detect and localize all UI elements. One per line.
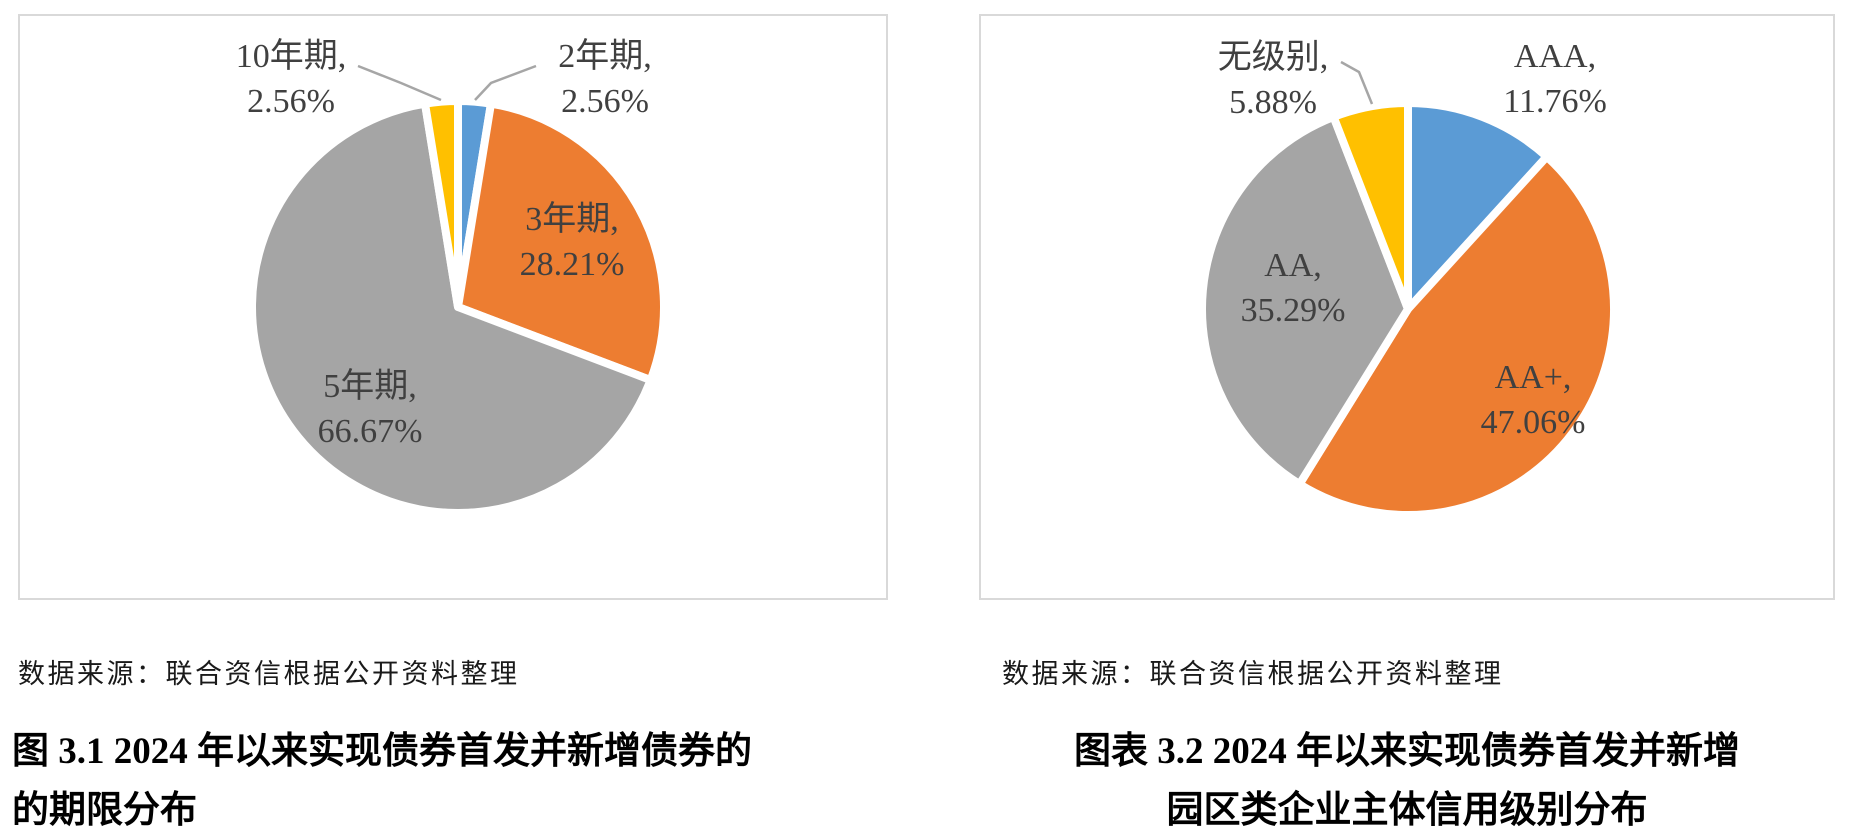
pie-label-norating-value: 5.88% <box>1229 84 1317 121</box>
pie-label-5year-value: 66.67% <box>317 413 423 450</box>
pie-label-aaplus-name: AA+, <box>1494 359 1572 396</box>
pie-label-10year-value: 2.56% <box>247 83 335 120</box>
pie-slice-1 <box>454 99 668 385</box>
leader-line-norating <box>1340 60 1374 105</box>
caption-right-line2: 园区类企业主体信用级别分布 <box>1166 790 1648 831</box>
source-note-left: 数据来源：联合资信根据公开资料整理 <box>18 659 520 689</box>
pie-slice-1 <box>1295 152 1618 519</box>
pie-chart-panel-maturity: 10年期, 2.56% 2年期, 2.56% 3年期, 28.21% 5年期, … <box>18 14 888 600</box>
pie-label-aaplus: AA+, 47.06% <box>1481 355 1586 445</box>
pie-label-5year-name: 5年期, <box>323 368 417 405</box>
pie-label-3year-name: 3年期, <box>525 201 619 238</box>
caption-left-line2: 的期限分布 <box>12 790 197 831</box>
pie-label-aa-value: 35.29% <box>1240 292 1346 329</box>
caption-left: 图 3.1 2024 年以来实现债券首发并新增债券的 的期限分布 <box>12 722 942 840</box>
pie-slice-2 <box>1198 112 1412 489</box>
pie-label-3year: 3年期, 28.21% <box>520 197 625 287</box>
caption-right: 图表 3.2 2024 年以来实现债券首发并新增 园区类企业主体信用级别分布 <box>979 722 1835 840</box>
source-note-right: 数据来源：联合资信根据公开资料整理 <box>1002 659 1504 689</box>
pie-slice-2 <box>248 99 655 517</box>
pie-label-norating: 无级别, 5.88% <box>1218 35 1329 125</box>
pie-label-norating-name: 无级别, <box>1217 39 1329 76</box>
pie-chart-panel-rating: 无级别, 5.88% AAA, 11.76% AA, 35.29% AA+, 4… <box>979 14 1835 600</box>
pie-slice-3 <box>1329 99 1412 313</box>
pie-slice-3 <box>421 97 462 311</box>
pie-label-3year-value: 28.21% <box>519 246 625 283</box>
pie-label-aaa: AAA, 11.76% <box>1503 34 1607 124</box>
caption-left-line1: 图 3.1 2024 年以来实现债券首发并新增债券的 <box>12 731 752 772</box>
pie-label-10year: 10年期, 2.56% <box>236 34 347 124</box>
pie-label-aaa-value: 11.76% <box>1503 83 1607 120</box>
pie-slices-group <box>1198 99 1618 519</box>
pie-label-aa-name: AA, <box>1264 247 1322 284</box>
pie-label-aaplus-value: 47.06% <box>1480 404 1586 441</box>
pie-label-2year: 2年期, 2.56% <box>558 34 652 124</box>
pie-label-2year-value: 2.56% <box>561 83 649 120</box>
pie-label-5year: 5年期, 66.67% <box>318 364 423 454</box>
pie-label-aa: AA, 35.29% <box>1241 243 1346 333</box>
pie-label-aaa-name: AAA, <box>1513 38 1597 75</box>
pie-chart-maturity <box>248 64 668 517</box>
caption-right-line1: 图表 3.2 2024 年以来实现债券首发并新增 <box>1074 731 1740 772</box>
leader-line-10year <box>357 64 442 102</box>
pie-slices-group <box>248 97 668 517</box>
leader-line-2year <box>474 64 537 101</box>
pie-chart-rating <box>1198 60 1618 519</box>
pie-label-2year-name: 2年期, <box>558 38 652 75</box>
pie-label-10year-name: 10年期, <box>235 38 347 75</box>
pie-slice-0 <box>1404 99 1551 313</box>
